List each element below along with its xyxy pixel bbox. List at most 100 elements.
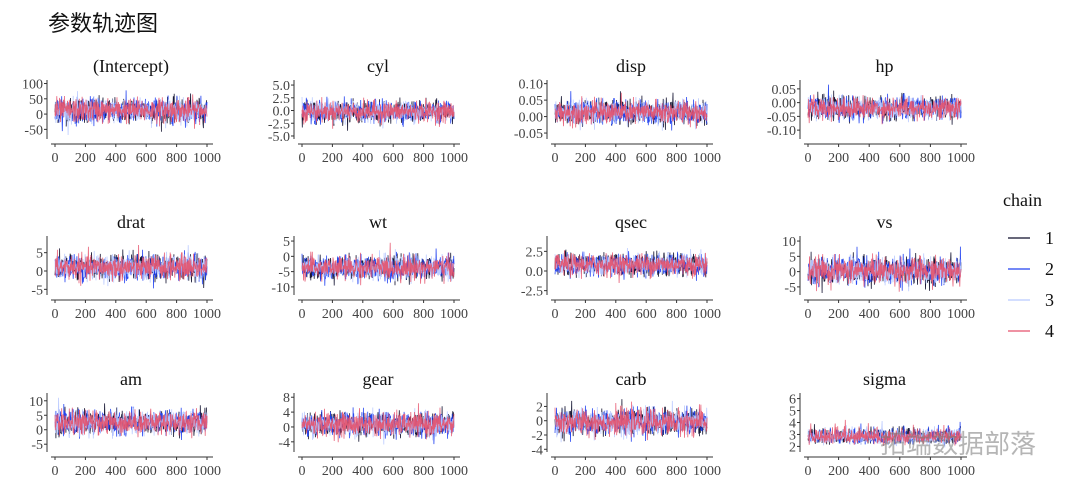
y-tick-label: 2.5 — [273, 92, 291, 107]
panel-title: hp — [876, 56, 894, 76]
x-tick-label: 1000 — [947, 464, 975, 479]
x-tick-label: 1000 — [947, 307, 975, 322]
x-tick-label: 0 — [552, 464, 559, 479]
y-tick-label: -4 — [278, 436, 290, 451]
y-tick-label: 0 — [36, 265, 43, 280]
x-tick-label: 600 — [636, 307, 657, 322]
x-tick-label: 400 — [605, 151, 626, 166]
y-tick-label: -5 — [31, 438, 43, 453]
y-tick-label: 0 — [283, 421, 290, 436]
x-tick-label: 600 — [636, 151, 657, 166]
y-tick-label: -2.5 — [268, 117, 290, 132]
x-tick-label: 200 — [322, 151, 343, 166]
y-tick-label: 4 — [789, 417, 796, 432]
x-tick-label: 600 — [136, 307, 157, 322]
trace-line-chain-4 — [807, 419, 962, 447]
y-tick-label: 0.00 — [772, 97, 797, 112]
panel-title: cyl — [367, 56, 389, 76]
x-tick-label: 200 — [322, 464, 343, 479]
y-tick-label: 5 — [789, 405, 796, 420]
x-tick-label: 400 — [605, 307, 626, 322]
x-tick-label: 200 — [575, 464, 596, 479]
panel-qsec: qsec -2.5 0.0 2.5 0 200 400 600 800 1000 — [521, 212, 721, 322]
x-tick-label: 400 — [105, 464, 126, 479]
panel-title: (Intercept) — [93, 56, 169, 77]
y-tick-label: -2 — [531, 429, 543, 444]
legend-title: chain — [1003, 190, 1042, 210]
y-tick-label: -5 — [278, 266, 290, 281]
x-tick-label: 0 — [299, 464, 306, 479]
trace-line-chain-4 — [807, 253, 962, 292]
legend-label: 1 — [1045, 228, 1054, 248]
x-tick-label: 400 — [352, 307, 373, 322]
x-tick-label: 600 — [136, 151, 157, 166]
x-tick-label: 0 — [52, 151, 59, 166]
x-tick-label: 400 — [605, 464, 626, 479]
x-tick-label: 400 — [105, 307, 126, 322]
legend-label: 4 — [1045, 321, 1054, 341]
y-tick-label: 0.10 — [519, 78, 544, 93]
panel-title: qsec — [615, 212, 647, 232]
x-tick-label: 200 — [322, 307, 343, 322]
x-tick-label: 200 — [828, 151, 849, 166]
panel-title: sigma — [863, 369, 906, 389]
trace-line-chain-4 — [807, 94, 962, 125]
y-tick-label: 5 — [36, 247, 43, 262]
x-tick-label: 1000 — [193, 307, 221, 322]
x-tick-label: 1000 — [947, 151, 975, 166]
y-tick-label: 0.0 — [526, 265, 544, 280]
panel-drat: drat -5 0 5 0 200 400 600 800 1000 — [31, 212, 221, 322]
y-tick-label: 0 — [36, 108, 43, 123]
legend-label: 2 — [1045, 259, 1054, 279]
trace-line-chain-4 — [554, 250, 708, 284]
y-tick-label: 0 — [536, 415, 543, 430]
y-tick-label: 2.5 — [526, 245, 544, 260]
x-tick-label: 800 — [666, 464, 687, 479]
x-tick-label: 200 — [828, 464, 849, 479]
y-tick-label: 4 — [283, 406, 290, 421]
y-tick-label: -0.05 — [767, 110, 796, 125]
x-tick-label: 600 — [889, 151, 910, 166]
trace-line-chain-3 — [807, 253, 962, 292]
y-tick-label: 0.0 — [273, 105, 291, 120]
x-tick-label: 1000 — [440, 464, 468, 479]
y-tick-label: 5.0 — [273, 79, 291, 94]
x-tick-label: 1000 — [693, 307, 721, 322]
panel-title: gear — [363, 369, 394, 389]
x-tick-label: 800 — [666, 151, 687, 166]
panel-title: vs — [876, 212, 892, 232]
y-tick-label: -5 — [784, 281, 796, 296]
x-tick-label: 200 — [575, 307, 596, 322]
x-tick-label: 0 — [299, 151, 306, 166]
x-tick-label: 1000 — [440, 151, 468, 166]
x-tick-label: 800 — [166, 307, 187, 322]
panel-title: am — [120, 369, 142, 389]
panel-disp: disp -0.050.00 0.050.10 0 200 400 600 800 1000 — [514, 56, 721, 166]
y-tick-label: 5 — [36, 409, 43, 424]
x-tick-label: 0 — [299, 307, 306, 322]
x-tick-label: 600 — [636, 464, 657, 479]
trace-line-chain-4 — [54, 407, 208, 439]
y-tick-label: 0.00 — [519, 111, 544, 126]
trace-line-chain-4 — [301, 403, 455, 443]
y-tick-label: 10 — [782, 235, 796, 250]
x-tick-label: 0 — [805, 307, 812, 322]
x-tick-label: 800 — [413, 464, 434, 479]
y-tick-label: -4 — [531, 443, 543, 458]
panel-title: disp — [616, 56, 646, 76]
y-tick-label: 3 — [789, 428, 796, 443]
y-tick-label: -50 — [24, 123, 43, 138]
y-tick-label: -0.10 — [767, 124, 796, 139]
y-tick-label: 5 — [283, 235, 290, 250]
x-tick-label: 400 — [105, 151, 126, 166]
watermark: 拓端数据部落 — [880, 430, 1037, 460]
x-tick-label: 1000 — [193, 151, 221, 166]
x-tick-label: 800 — [413, 307, 434, 322]
x-tick-label: 800 — [166, 151, 187, 166]
y-tick-label: 0.05 — [772, 83, 797, 98]
x-tick-label: 800 — [920, 307, 941, 322]
